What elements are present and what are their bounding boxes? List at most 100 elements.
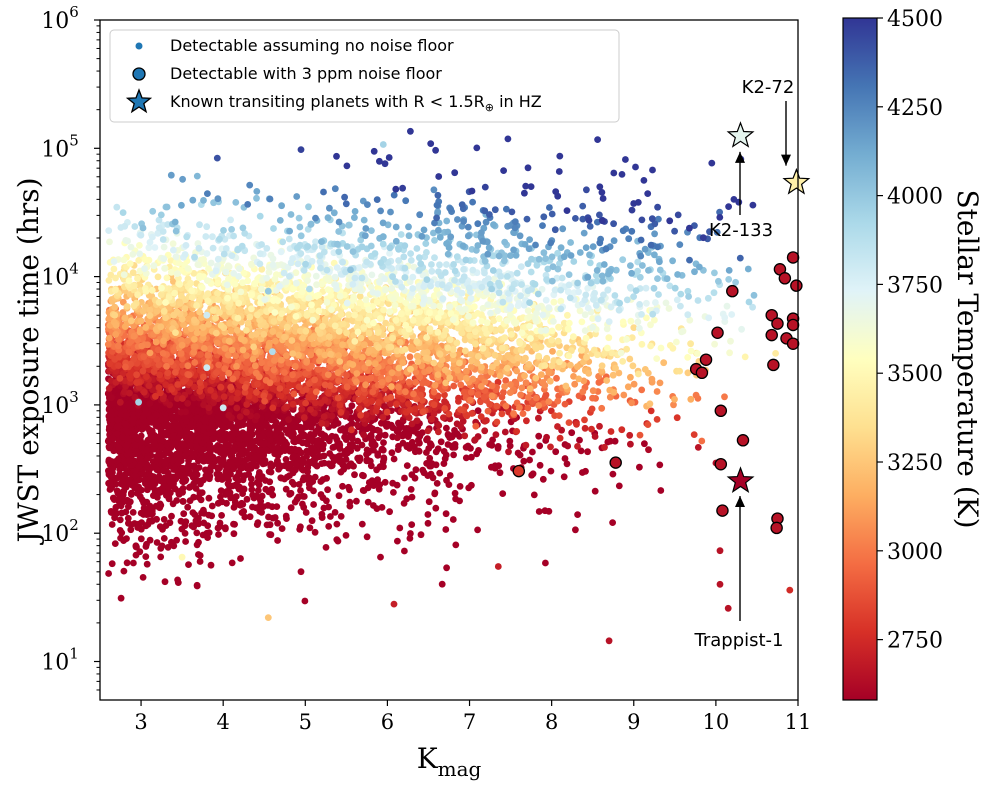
- scatter-point: [343, 434, 350, 442]
- scatter-point: [114, 430, 121, 438]
- scatter-point: [127, 526, 135, 534]
- scatter-point: [243, 401, 251, 408]
- scatter-point: [474, 391, 482, 399]
- scatter-point: [396, 524, 404, 532]
- scatter-point: [357, 411, 364, 419]
- scatter-point: [146, 400, 154, 407]
- scatter-point: [355, 457, 363, 465]
- scatter-point: [120, 537, 127, 544]
- scatter-point: [268, 503, 276, 511]
- scatter-point: [330, 422, 338, 429]
- scatter-point: [180, 465, 187, 472]
- scatter-point: [336, 402, 344, 409]
- scatter-point: [229, 375, 237, 383]
- scatter-point: [258, 359, 265, 367]
- scatter-point: [582, 467, 589, 475]
- scatter-point: [589, 394, 596, 402]
- scatter-point: [539, 475, 547, 483]
- scatter-point: [456, 483, 464, 490]
- scatter-point: [406, 406, 414, 414]
- scatter-point: [139, 367, 147, 375]
- scatter-point: [205, 457, 213, 465]
- scatter-point: [265, 430, 273, 438]
- scatter-point: [345, 483, 352, 491]
- scatter-point: [641, 440, 648, 448]
- scatter-point: [417, 531, 425, 539]
- scatter-point: [573, 421, 580, 428]
- scatter-point: [283, 515, 290, 522]
- scatter-point: [394, 537, 401, 545]
- scatter-point: [125, 457, 133, 464]
- scatter-point: [367, 374, 374, 382]
- scatter-point: [146, 517, 154, 525]
- scatter-point: [260, 503, 267, 510]
- scatter-point: [230, 530, 238, 538]
- scatter-point: [319, 494, 327, 502]
- scatter-point: [486, 441, 493, 448]
- scatter-point: [116, 516, 124, 524]
- scatter-point: [200, 373, 207, 381]
- scatter-point: [297, 487, 304, 494]
- scatter-point: [188, 434, 196, 441]
- scatter-point: [297, 457, 305, 464]
- scatter-point: [653, 416, 661, 423]
- scatter-point: [320, 459, 328, 467]
- scatter-point: [125, 477, 133, 485]
- scatter-point: [547, 467, 555, 475]
- scatter-point: [394, 434, 401, 442]
- scatter-point: [166, 519, 174, 527]
- scatter-point: [241, 384, 249, 391]
- scatter-point: [519, 410, 527, 417]
- scatter-point: [163, 415, 170, 423]
- scatter-point: [315, 453, 322, 461]
- scatter-point: [266, 436, 274, 444]
- scatter-point: [380, 439, 387, 446]
- scatter-point: [123, 468, 131, 476]
- scatter-point: [424, 519, 432, 527]
- scatter-point: [274, 537, 281, 544]
- scatter-point: [306, 484, 313, 492]
- scatter-point: [179, 497, 187, 505]
- scatter-point: [164, 544, 172, 551]
- scatter-point: [308, 517, 316, 525]
- scatter-point: [477, 413, 485, 420]
- scatter-point: [363, 533, 371, 541]
- scatter-point: [354, 421, 361, 429]
- scatter-point: [371, 441, 379, 449]
- scatter-point: [228, 559, 236, 567]
- scatter-point: [442, 526, 450, 533]
- scatter-point: [410, 425, 418, 433]
- scatter-point: [265, 513, 272, 521]
- scatter-point: [535, 432, 543, 440]
- scatter-point: [405, 378, 413, 386]
- scatter-point: [383, 423, 391, 430]
- scatter-point: [370, 502, 377, 509]
- scatter-point: [473, 450, 481, 458]
- scatter-point: [109, 465, 117, 473]
- scatter-point: [123, 559, 131, 567]
- scatter-point: [130, 559, 137, 567]
- scatter-point: [234, 389, 242, 397]
- scatter-point: [225, 441, 233, 448]
- scatter-point: [152, 392, 159, 400]
- scatter-point: [126, 389, 133, 397]
- scatter-point: [161, 460, 169, 468]
- scatter-point: [159, 350, 167, 357]
- scatter-point: [291, 498, 299, 506]
- scatter-point: [461, 432, 469, 440]
- scatter-point: [295, 446, 303, 454]
- scatter-point: [147, 504, 155, 512]
- scatter-point: [383, 408, 391, 416]
- scatter-point: [117, 594, 125, 602]
- scatter-point: [543, 433, 550, 441]
- scatter-point: [285, 416, 292, 423]
- scatter-point: [320, 413, 328, 420]
- scatter-point: [142, 418, 150, 426]
- scatter-point: [269, 385, 277, 392]
- scatter-point: [320, 504, 328, 512]
- scatter-point: [381, 478, 389, 486]
- scatter-point: [243, 495, 251, 503]
- scatter-point: [182, 538, 190, 545]
- scatter-point: [407, 486, 415, 493]
- scatter-point: [474, 526, 481, 534]
